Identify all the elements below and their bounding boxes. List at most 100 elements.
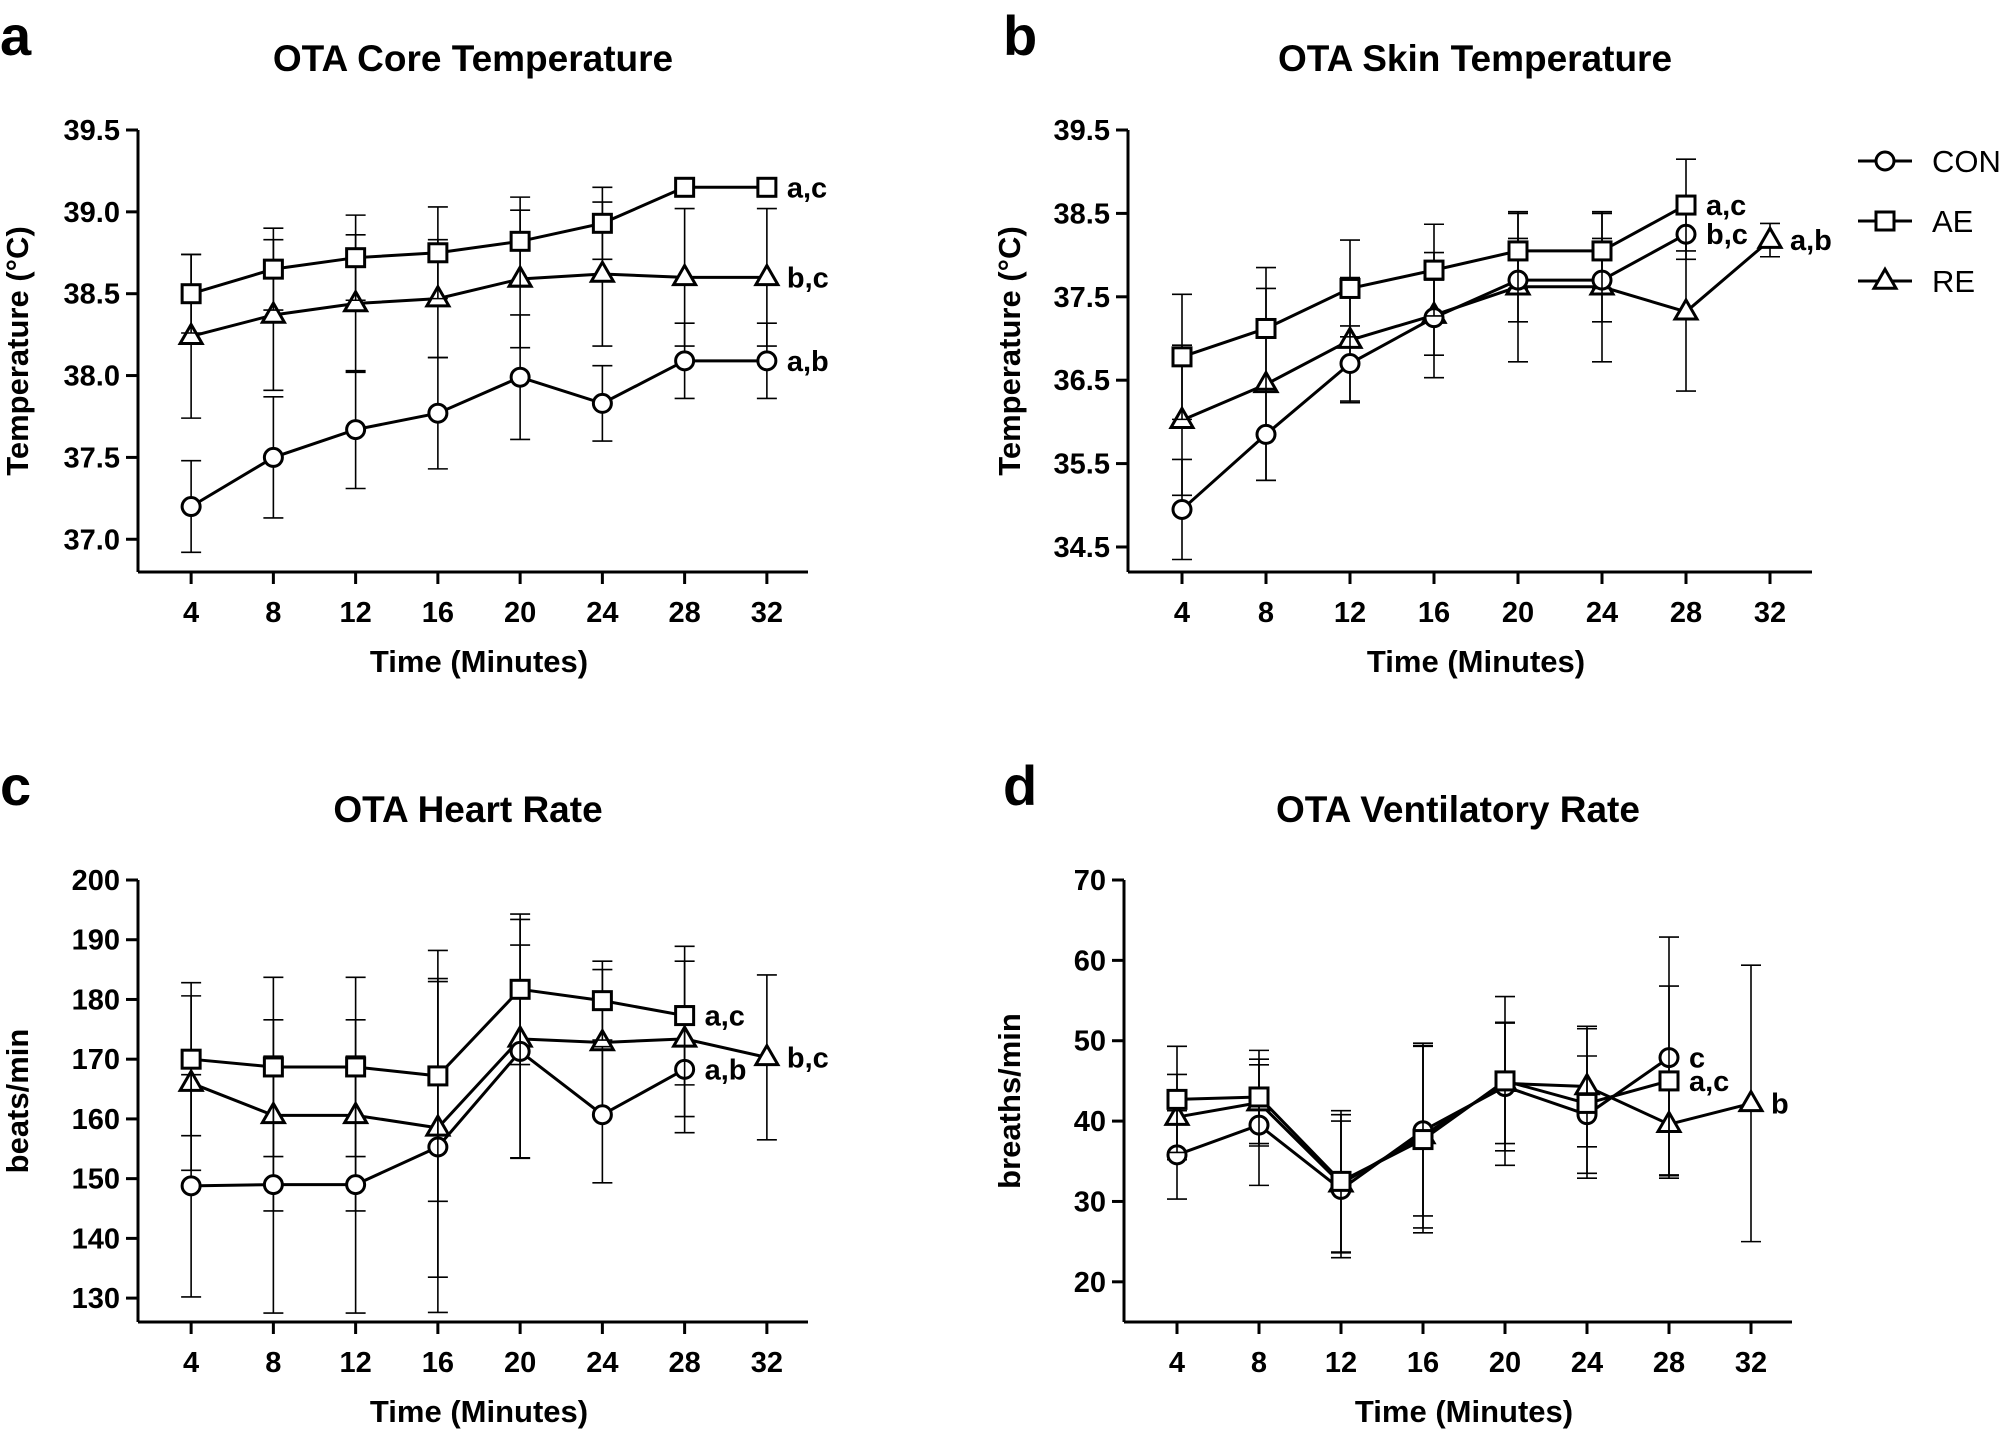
data-point-circle	[427, 402, 449, 424]
x-axis-label: Time (Minutes)	[1355, 1394, 1573, 1429]
x-tick-label: 32	[1754, 597, 1786, 629]
y-tick-label: 35.5	[1054, 449, 1110, 481]
data-point-triangle	[671, 262, 699, 287]
data-point-square	[1658, 1070, 1680, 1092]
y-tick-label: 160	[72, 1104, 120, 1136]
y-axis-label: breaths/min	[992, 1013, 1027, 1189]
data-point-square	[180, 283, 202, 305]
x-tick-label: 24	[1571, 1347, 1603, 1379]
data-point-square	[1412, 1129, 1434, 1151]
chart-title: OTA Heart Rate	[333, 789, 602, 830]
data-point-circle	[1171, 498, 1193, 520]
y-tick-label: 60	[1074, 945, 1106, 977]
data-point-triangle	[588, 259, 616, 283]
data-point-circle	[262, 1174, 284, 1196]
data-point-square	[1423, 259, 1445, 281]
series-line	[1181, 238, 1771, 422]
y-tick-label: 40	[1074, 1106, 1106, 1138]
data-point-square	[509, 978, 531, 1000]
series-line	[190, 272, 767, 338]
data-point-circle	[756, 350, 778, 372]
y-tick-label: 170	[72, 1044, 120, 1076]
legend-marker-circle	[1874, 150, 1896, 172]
x-tick-label: 28	[1653, 1347, 1685, 1379]
data-point-triangle	[1737, 1088, 1765, 1113]
series-con: a,b	[180, 944, 747, 1314]
data-point-square	[1339, 277, 1361, 299]
panel-label: d	[1003, 754, 1037, 817]
data-point-square	[1494, 1070, 1516, 1092]
data-point-square	[1248, 1086, 1270, 1108]
x-tick-label: 20	[1502, 597, 1534, 629]
x-tick-label: 12	[1325, 1347, 1357, 1379]
data-point-square	[756, 176, 778, 198]
data-point-circle	[1255, 423, 1277, 445]
panel-a-core-temperature: a OTA Core Temperature 37.0 37.5 38.0 38.5 39.…	[0, 4, 829, 679]
y-tick-label: 70	[1074, 865, 1106, 897]
x-tick-label: 28	[668, 1347, 700, 1379]
significance-label: a,c	[1706, 190, 1746, 222]
x-tick-label: 8	[1258, 597, 1274, 629]
series-re: b,c	[177, 918, 829, 1279]
x-tick-label: 28	[668, 597, 700, 629]
data-point-square	[262, 1056, 284, 1078]
data-point-circle	[591, 1104, 613, 1126]
x-tick-label: 24	[586, 1347, 618, 1379]
panel-c-heart-rate: c OTA Heart Rate 130 140 150 160 170 180 190 200 4…	[0, 754, 829, 1429]
x-tick-label: 12	[339, 1347, 371, 1379]
y-tick-label: 140	[72, 1223, 120, 1255]
series-ae: a,c	[180, 172, 827, 334]
x-tick-label: 16	[422, 1347, 454, 1379]
legend-item-ae: AE	[1858, 204, 1973, 239]
data-point-square	[1576, 1092, 1598, 1114]
x-tick-label: 8	[1251, 1347, 1267, 1379]
significance-label: b,c	[787, 1042, 829, 1074]
data-point-square	[427, 242, 449, 264]
chart-title: OTA Skin Temperature	[1278, 38, 1672, 79]
significance-label: b,c	[787, 262, 829, 294]
data-point-square	[1255, 317, 1277, 339]
x-axis-label: Time (Minutes)	[1367, 644, 1585, 679]
x-tick-label: 20	[504, 1347, 536, 1379]
data-point-circle	[180, 1175, 202, 1197]
y-tick-label: 30	[1074, 1186, 1106, 1218]
y-tick-label: 39.0	[64, 197, 120, 229]
x-tick-label: 8	[265, 1347, 281, 1379]
data-point-triangle	[1756, 225, 1784, 249]
data-point-circle	[1339, 353, 1361, 375]
legend-item-re: RE	[1858, 264, 1975, 299]
data-point-square	[180, 1048, 202, 1070]
series-ae: a,c	[1166, 985, 1729, 1253]
data-point-square	[345, 1056, 367, 1078]
y-tick-label: 20	[1074, 1267, 1106, 1299]
x-tick-label: 24	[1586, 597, 1618, 629]
data-point-square	[674, 176, 696, 198]
x-tick-label: 4	[183, 1347, 199, 1379]
data-point-square	[1507, 240, 1529, 262]
significance-label: a,b	[705, 1054, 747, 1086]
data-point-circle	[345, 419, 367, 441]
data-point-circle	[591, 392, 613, 414]
significance-label: a,b	[787, 346, 829, 378]
y-tick-label: 37.5	[64, 442, 120, 474]
series-line	[190, 359, 767, 508]
x-tick-label: 20	[504, 597, 536, 629]
y-tick-label: 34.5	[1054, 532, 1110, 564]
panel-d-ventilatory-rate: d OTA Ventilatory Rate 20 30 40 50 60 70 4 8 12 16 2…	[992, 754, 1792, 1429]
x-axis-label: Time (Minutes)	[370, 1394, 588, 1429]
y-tick-label: 39.5	[1054, 115, 1110, 147]
y-tick-label: 39.5	[64, 115, 120, 147]
x-tick-label: 12	[339, 597, 371, 629]
series-line	[190, 1037, 768, 1130]
panel-label: b	[1003, 4, 1037, 67]
panel-label: c	[0, 754, 31, 817]
data-point-triangle	[259, 300, 287, 324]
data-point-square	[591, 990, 613, 1012]
y-tick-label: 150	[72, 1164, 120, 1196]
data-point-circle	[262, 446, 284, 468]
data-point-circle	[509, 366, 531, 388]
y-tick-label: 36.5	[1054, 365, 1110, 397]
x-tick-label: 16	[1418, 597, 1450, 629]
x-tick-label: 20	[1489, 1347, 1521, 1379]
y-tick-label: 190	[72, 925, 120, 957]
